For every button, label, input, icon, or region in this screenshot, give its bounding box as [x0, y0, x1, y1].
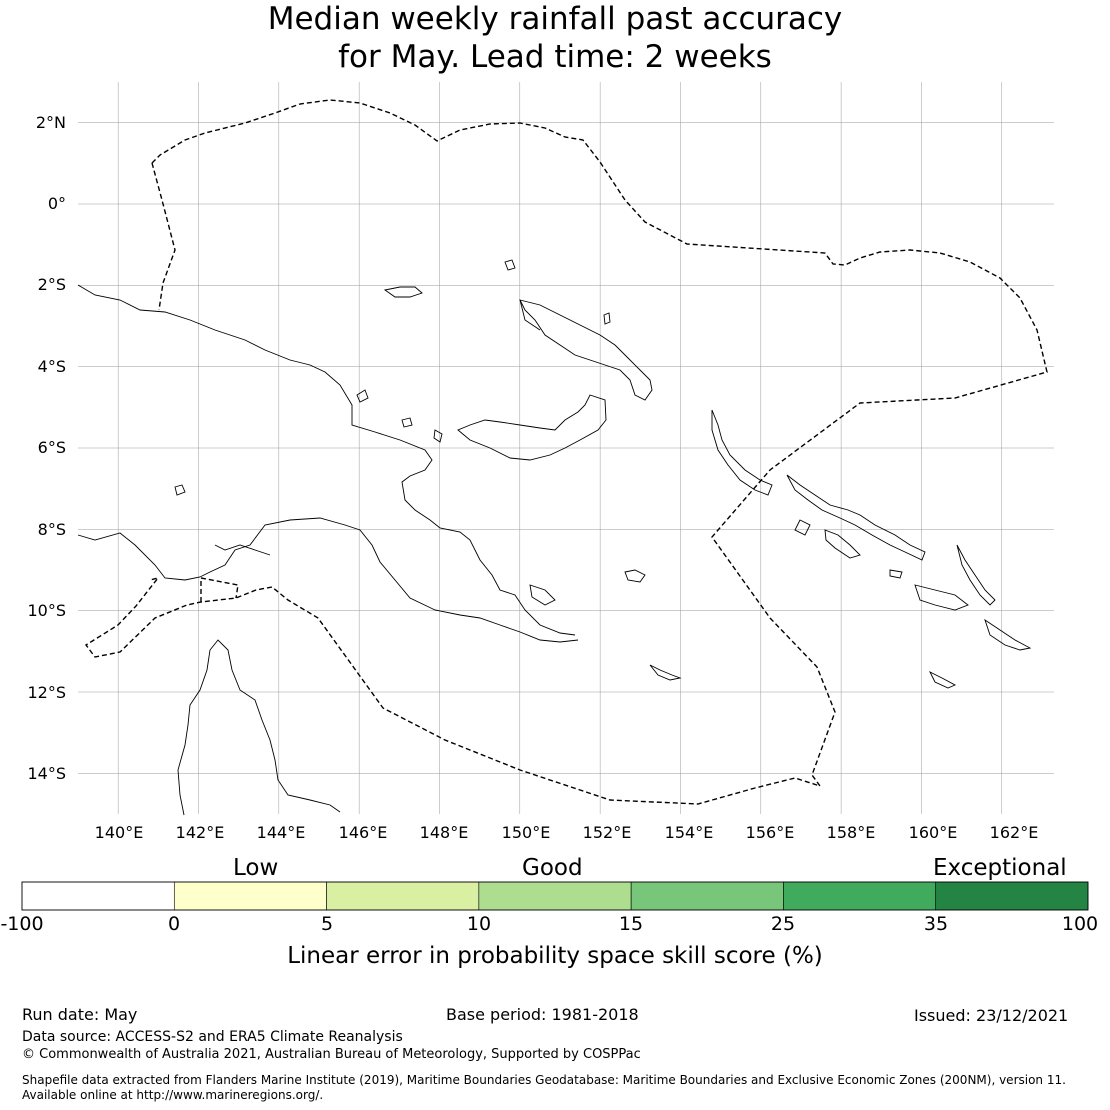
- lat-label-10s: 10°S: [27, 601, 66, 620]
- lon-label-158e: 158°E: [826, 823, 876, 842]
- eez-boundary: [84, 99, 1048, 805]
- colorbar-swatch: [326, 881, 480, 911]
- colorbar-border: [21, 881, 1089, 911]
- lon-label-148e: 148°E: [419, 823, 469, 842]
- lon-label-156e: 156°E: [745, 823, 795, 842]
- lat-label-6s: 6°S: [37, 438, 66, 457]
- footer-base-period: Base period: 1981-2018: [446, 1005, 639, 1024]
- colorbar-tick: 25: [770, 913, 796, 935]
- lon-label-142e: 142°E: [175, 823, 225, 842]
- lat-label-2n: 2°N: [35, 113, 66, 132]
- footer-data-source: Data source: ACCESS-S2 and ERA5 Climate …: [22, 1029, 403, 1045]
- colorbar: [21, 881, 1089, 911]
- colorbar-tick: 5: [320, 913, 334, 935]
- colorbar-tick: 10: [466, 913, 492, 935]
- guadalcanal: [914, 584, 969, 611]
- lon-label-152e: 152°E: [582, 823, 632, 842]
- map-gridlines: [78, 82, 1054, 814]
- footer-shapefile-line-1: Shapefile data extracted from Flanders M…: [22, 1073, 1066, 1087]
- fly-delta: [214, 544, 271, 556]
- islands-misc-4: [174, 484, 186, 496]
- colorbar-tick: 100: [1061, 913, 1099, 935]
- islands-misc-1: [356, 389, 369, 403]
- manus-island: [383, 286, 423, 298]
- coastlines: [77, 259, 1032, 816]
- lon-label-154e: 154°E: [664, 823, 714, 842]
- colorbar-swatch: [630, 881, 784, 911]
- legend-category-good: Good: [522, 855, 583, 881]
- new-ireland-coast: [519, 299, 541, 331]
- colorbar-swatch: [173, 881, 327, 911]
- legend-category-low: Low: [233, 855, 279, 881]
- lat-label-4s: 4°S: [37, 357, 66, 376]
- footer-issued: Issued: 23/12/2021: [914, 1006, 1069, 1025]
- lon-label-144e: 144°E: [256, 823, 306, 842]
- eez-boundary-strait: [200, 577, 239, 602]
- eez-boundary-west: [151, 162, 176, 311]
- colorbar-swatch: [783, 881, 937, 911]
- trobriand-islands: [624, 569, 646, 583]
- title-line-2: for May. Lead time: 2 weeks: [338, 39, 772, 75]
- colorbar-swatch: [21, 881, 175, 911]
- map-title: Median weekly rainfall past accuracy for…: [0, 0, 1110, 76]
- solomon-malaita: [956, 544, 996, 606]
- footer-copyright: © Commonwealth of Australia 2021, Austra…: [22, 1047, 641, 1062]
- islands-misc-2: [401, 417, 413, 428]
- new-georgia: [794, 519, 811, 536]
- colorbar-title: Linear error in probability space skill …: [287, 943, 823, 969]
- colorbar-tick: 15: [618, 913, 644, 935]
- eez-boundary-line: [84, 99, 1048, 805]
- new-guinea-north-coast: [77, 284, 576, 636]
- santa-isabel-south: [889, 569, 903, 579]
- lat-label-8s: 8°S: [37, 520, 66, 539]
- louisiade-islands: [649, 664, 682, 681]
- lat-label-14s: 14°S: [27, 764, 66, 783]
- legend-category-exceptional: Exceptional: [933, 855, 1067, 881]
- lon-label-160e: 160°E: [908, 823, 958, 842]
- islands-misc-5: [504, 259, 516, 271]
- d-entrecasteaux: [529, 584, 556, 606]
- bougainville: [711, 409, 773, 496]
- lat-label-12s: 12°S: [27, 683, 66, 702]
- colorbar-tick: 35: [923, 913, 949, 935]
- islands-misc-6: [603, 312, 611, 325]
- footer-shapefile-line-2: Available online at http://www.marinereg…: [22, 1088, 324, 1102]
- lat-label-2s: 2°S: [37, 275, 66, 294]
- lon-label-140e: 140°E: [94, 823, 144, 842]
- rennell-island: [928, 670, 957, 689]
- colorbar-tick: -100: [0, 913, 44, 935]
- solomon-isabel: [786, 474, 926, 561]
- colorbar-swatch: [935, 881, 1089, 911]
- lat-label-0: 0°: [47, 194, 66, 213]
- lon-label-150e: 150°E: [501, 823, 551, 842]
- huon-gulf-coast: [457, 394, 607, 461]
- lon-label-146e: 146°E: [338, 823, 388, 842]
- cape-york: [177, 639, 341, 816]
- makira: [984, 618, 1032, 651]
- colorbar-swatch: [478, 881, 632, 911]
- choiseul: [824, 529, 861, 559]
- footer-run-date: Run date: May: [22, 1005, 138, 1024]
- colorbar-tick: 0: [167, 913, 181, 935]
- new-guinea-south-coast: [77, 517, 579, 643]
- new-britain: [519, 299, 653, 401]
- islands-misc-3: [433, 429, 443, 443]
- lon-label-162e: 162°E: [989, 823, 1039, 842]
- title-line-1: Median weekly rainfall past accuracy: [267, 1, 843, 37]
